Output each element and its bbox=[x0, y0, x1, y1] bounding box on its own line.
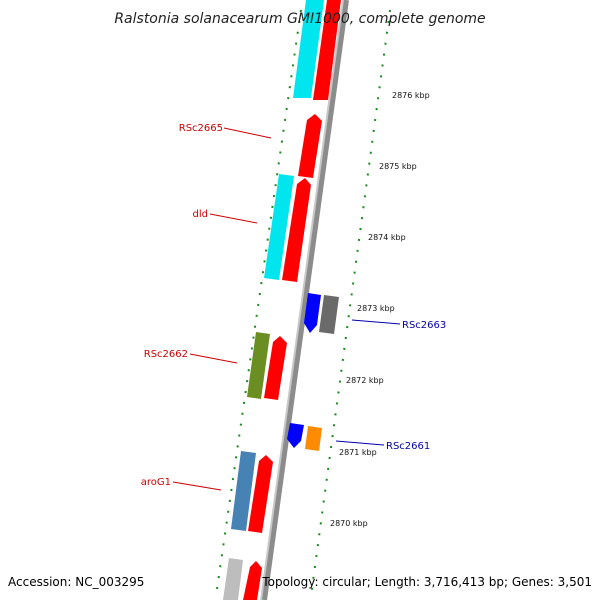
gene-dld bbox=[282, 178, 311, 282]
leader-arog1 bbox=[172, 481, 222, 491]
scale-label: 2872 kbp bbox=[346, 376, 384, 385]
gene-rsc2661-orange bbox=[305, 426, 322, 451]
gene-label-rsc2661[interactable]: RSc2661 bbox=[386, 441, 430, 452]
scale-label: 2871 kbp bbox=[339, 448, 377, 457]
leader-rsc2662 bbox=[189, 353, 238, 364]
gene-arog1-steel bbox=[231, 451, 256, 531]
backbone-shadow bbox=[260, 0, 344, 600]
backbone bbox=[261, 0, 349, 600]
gene-label-rsc2663[interactable]: RSc2663 bbox=[402, 320, 446, 331]
scale-label: 2873 kbp bbox=[357, 304, 395, 313]
scale-label: 2875 kbp bbox=[379, 162, 417, 171]
leader-dld bbox=[209, 213, 258, 224]
gene-label-rsc2662[interactable]: RSc2662 bbox=[144, 349, 188, 360]
leader-rsc2663 bbox=[351, 319, 401, 325]
gene-rsc2662 bbox=[264, 336, 287, 400]
gene-dld-cyan bbox=[264, 174, 294, 280]
leader-rsc2661 bbox=[335, 440, 385, 446]
gene-bottom-gray bbox=[223, 558, 243, 600]
gene-rsc2661 bbox=[287, 423, 304, 448]
gene-label-rsc2665[interactable]: RSc2665 bbox=[179, 123, 223, 134]
scale-label: 2874 kbp bbox=[368, 233, 406, 242]
map-layer bbox=[172, 0, 401, 600]
accession-text: Accession: NC_003295 bbox=[8, 575, 144, 589]
leader-rsc2665 bbox=[223, 127, 272, 139]
gene-rsc2665 bbox=[298, 114, 322, 178]
gene-label-dld[interactable]: dld bbox=[193, 209, 208, 220]
scale-label: 2870 kbp bbox=[330, 519, 368, 528]
gene-label-arog1[interactable]: aroG1 bbox=[141, 477, 171, 488]
gene-rsc2662-olive bbox=[247, 332, 270, 399]
map-title: Ralstonia solanacearum GMI1000, complete… bbox=[114, 11, 485, 27]
gene-cds-cyan-top bbox=[293, 0, 324, 98]
topology-text: Topology: circular; Length: 3,716,413 bp… bbox=[261, 575, 592, 589]
gene-forward-top bbox=[313, 0, 341, 100]
gene-bottom-red bbox=[243, 561, 262, 600]
gene-arog1 bbox=[248, 455, 273, 533]
gene-rsc2663-gray bbox=[319, 295, 339, 334]
gene-rsc2663 bbox=[304, 293, 321, 333]
scale-label: 2876 kbp bbox=[392, 91, 430, 100]
